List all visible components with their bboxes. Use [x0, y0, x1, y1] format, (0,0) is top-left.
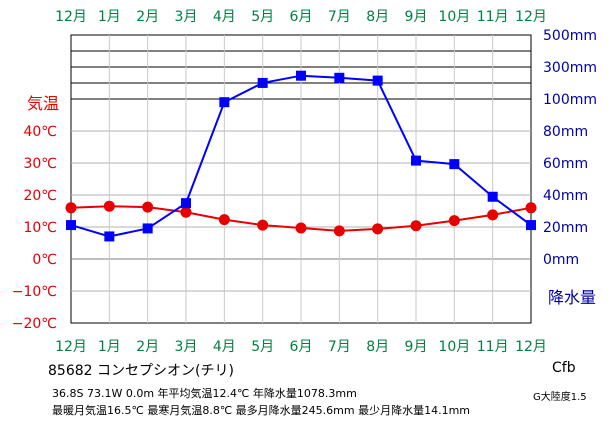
left-axis-tick-label: 40℃: [23, 124, 57, 140]
x-tick-label-top: 4月: [213, 9, 236, 25]
left-axis-tick-label: −20℃: [12, 316, 57, 332]
precipitation-point: [449, 159, 460, 170]
right-axis-tick-label: 500mm: [543, 28, 597, 44]
temperature-point: [333, 225, 345, 237]
x-tick-label-top: 11月: [477, 9, 509, 25]
x-tick-label-top: 12月: [515, 9, 547, 25]
x-tick-label-top: 5月: [251, 9, 274, 25]
precipitation-point: [487, 191, 498, 202]
temperature-point: [180, 206, 192, 218]
right-axis-tick-label: 60mm: [543, 156, 588, 172]
temperature-point: [525, 202, 537, 214]
precipitation-point: [181, 198, 191, 209]
right-axis-tick-label: 300mm: [543, 60, 597, 76]
x-tick-label-bottom: 2月: [136, 339, 159, 355]
right-axis-tick-label: 40mm: [543, 188, 588, 204]
precipitation-point: [66, 220, 76, 231]
temperature-point: [448, 215, 460, 227]
precipitation-point: [296, 70, 306, 81]
x-tick-label-bottom: 1月: [98, 339, 121, 355]
x-tick-label-bottom: 4月: [213, 339, 236, 355]
precipitation-point: [334, 72, 345, 83]
x-tick-label-bottom: 7月: [328, 339, 351, 355]
x-tick-label-top: 3月: [175, 9, 198, 25]
x-tick-label-bottom: 9月: [405, 339, 428, 355]
x-tick-label-bottom: 10月: [438, 339, 470, 355]
x-tick-label-top: 9月: [405, 9, 428, 25]
x-tick-label-bottom: 8月: [366, 339, 389, 355]
left-axis-label: 気温: [27, 94, 59, 113]
temperature-point: [410, 220, 422, 232]
x-tick-label-top: 2月: [136, 9, 159, 25]
precipitation-point: [219, 97, 230, 108]
left-axis-tick-label: −10℃: [12, 284, 57, 300]
right-axis-tick-label: 20mm: [543, 220, 588, 236]
x-tick-label-bottom: 11月: [477, 339, 509, 355]
right-axis-tick-label: 100mm: [543, 92, 597, 108]
x-tick-label-bottom: 3月: [175, 339, 198, 355]
x-tick-label-bottom: 12月: [55, 339, 87, 355]
x-tick-label-top: 10月: [438, 9, 470, 25]
x-tick-label-bottom: 6月: [290, 339, 313, 355]
precipitation-point: [526, 220, 536, 231]
precipitation-point: [411, 155, 421, 166]
x-tick-label-bottom: 12月: [515, 339, 547, 355]
x-tick-label-top: 6月: [290, 9, 313, 25]
right-axis-tick-label: 0mm: [543, 252, 579, 268]
precipitation-point: [104, 231, 115, 242]
temperature-point: [142, 201, 154, 213]
x-tick-label-bottom: 5月: [251, 339, 274, 355]
temperature-point: [218, 214, 230, 226]
left-axis-tick-label: 0℃: [32, 252, 57, 268]
temperature-point: [65, 202, 77, 214]
x-tick-label-top: 1月: [98, 9, 121, 25]
precipitation-point: [257, 77, 268, 88]
precipitation-point: [372, 75, 383, 86]
right-axis-tick-label: 80mm: [543, 124, 588, 140]
left-axis-tick-label: 30℃: [23, 156, 57, 172]
left-axis-tick-label: 10℃: [23, 220, 57, 236]
temperature-point: [487, 209, 499, 221]
precipitation-point: [142, 223, 153, 234]
x-tick-label-top: 8月: [366, 9, 389, 25]
x-tick-label-top: 12月: [55, 9, 87, 25]
temperature-point: [295, 222, 307, 234]
temperature-point: [257, 219, 269, 231]
temperature-point: [372, 223, 384, 235]
left-axis-tick-label: 20℃: [23, 188, 57, 204]
right-axis-label: 降水量: [548, 288, 596, 307]
temperature-point: [103, 200, 115, 212]
x-tick-label-top: 7月: [328, 9, 351, 25]
